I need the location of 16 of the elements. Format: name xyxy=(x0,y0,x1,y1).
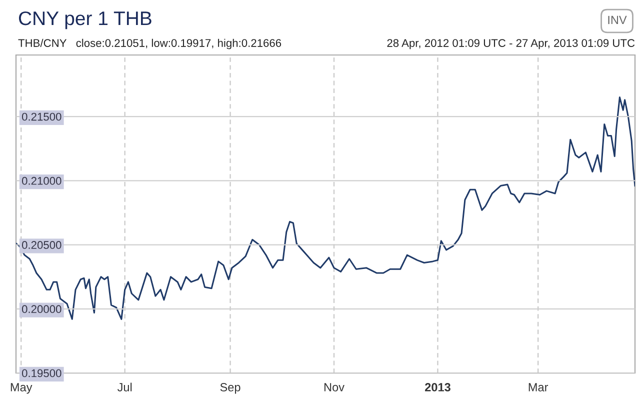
chart-title: CNY per 1 THB xyxy=(18,11,152,30)
line-series xyxy=(16,96,635,320)
x-tick-label: Mar xyxy=(528,383,548,392)
y-tick-label: 0.19500 xyxy=(22,369,62,378)
x-tick-label: Jul xyxy=(117,382,132,392)
x-tick-label: 2013 xyxy=(425,383,450,392)
y-tick-label: 0.21000 xyxy=(22,176,62,185)
y-tick-label: 0.21500 xyxy=(22,112,62,121)
y-tick-label: 0.20500 xyxy=(22,241,62,249)
y-tick-label: 0.20000 xyxy=(22,305,62,314)
x-tick-label: May xyxy=(10,383,32,394)
x-tick-label: Sep xyxy=(220,383,240,394)
x-tick-label: Nov xyxy=(324,383,344,392)
text: INV xyxy=(608,16,627,24)
text: 28 Apr, 2012 01:09 UTC - 27 Apr, 2013 01:09 UTC xyxy=(387,39,635,50)
chart-subtitle: THB/CNY close:0.21051, low:0.19917, high:0.21666 xyxy=(18,38,282,50)
